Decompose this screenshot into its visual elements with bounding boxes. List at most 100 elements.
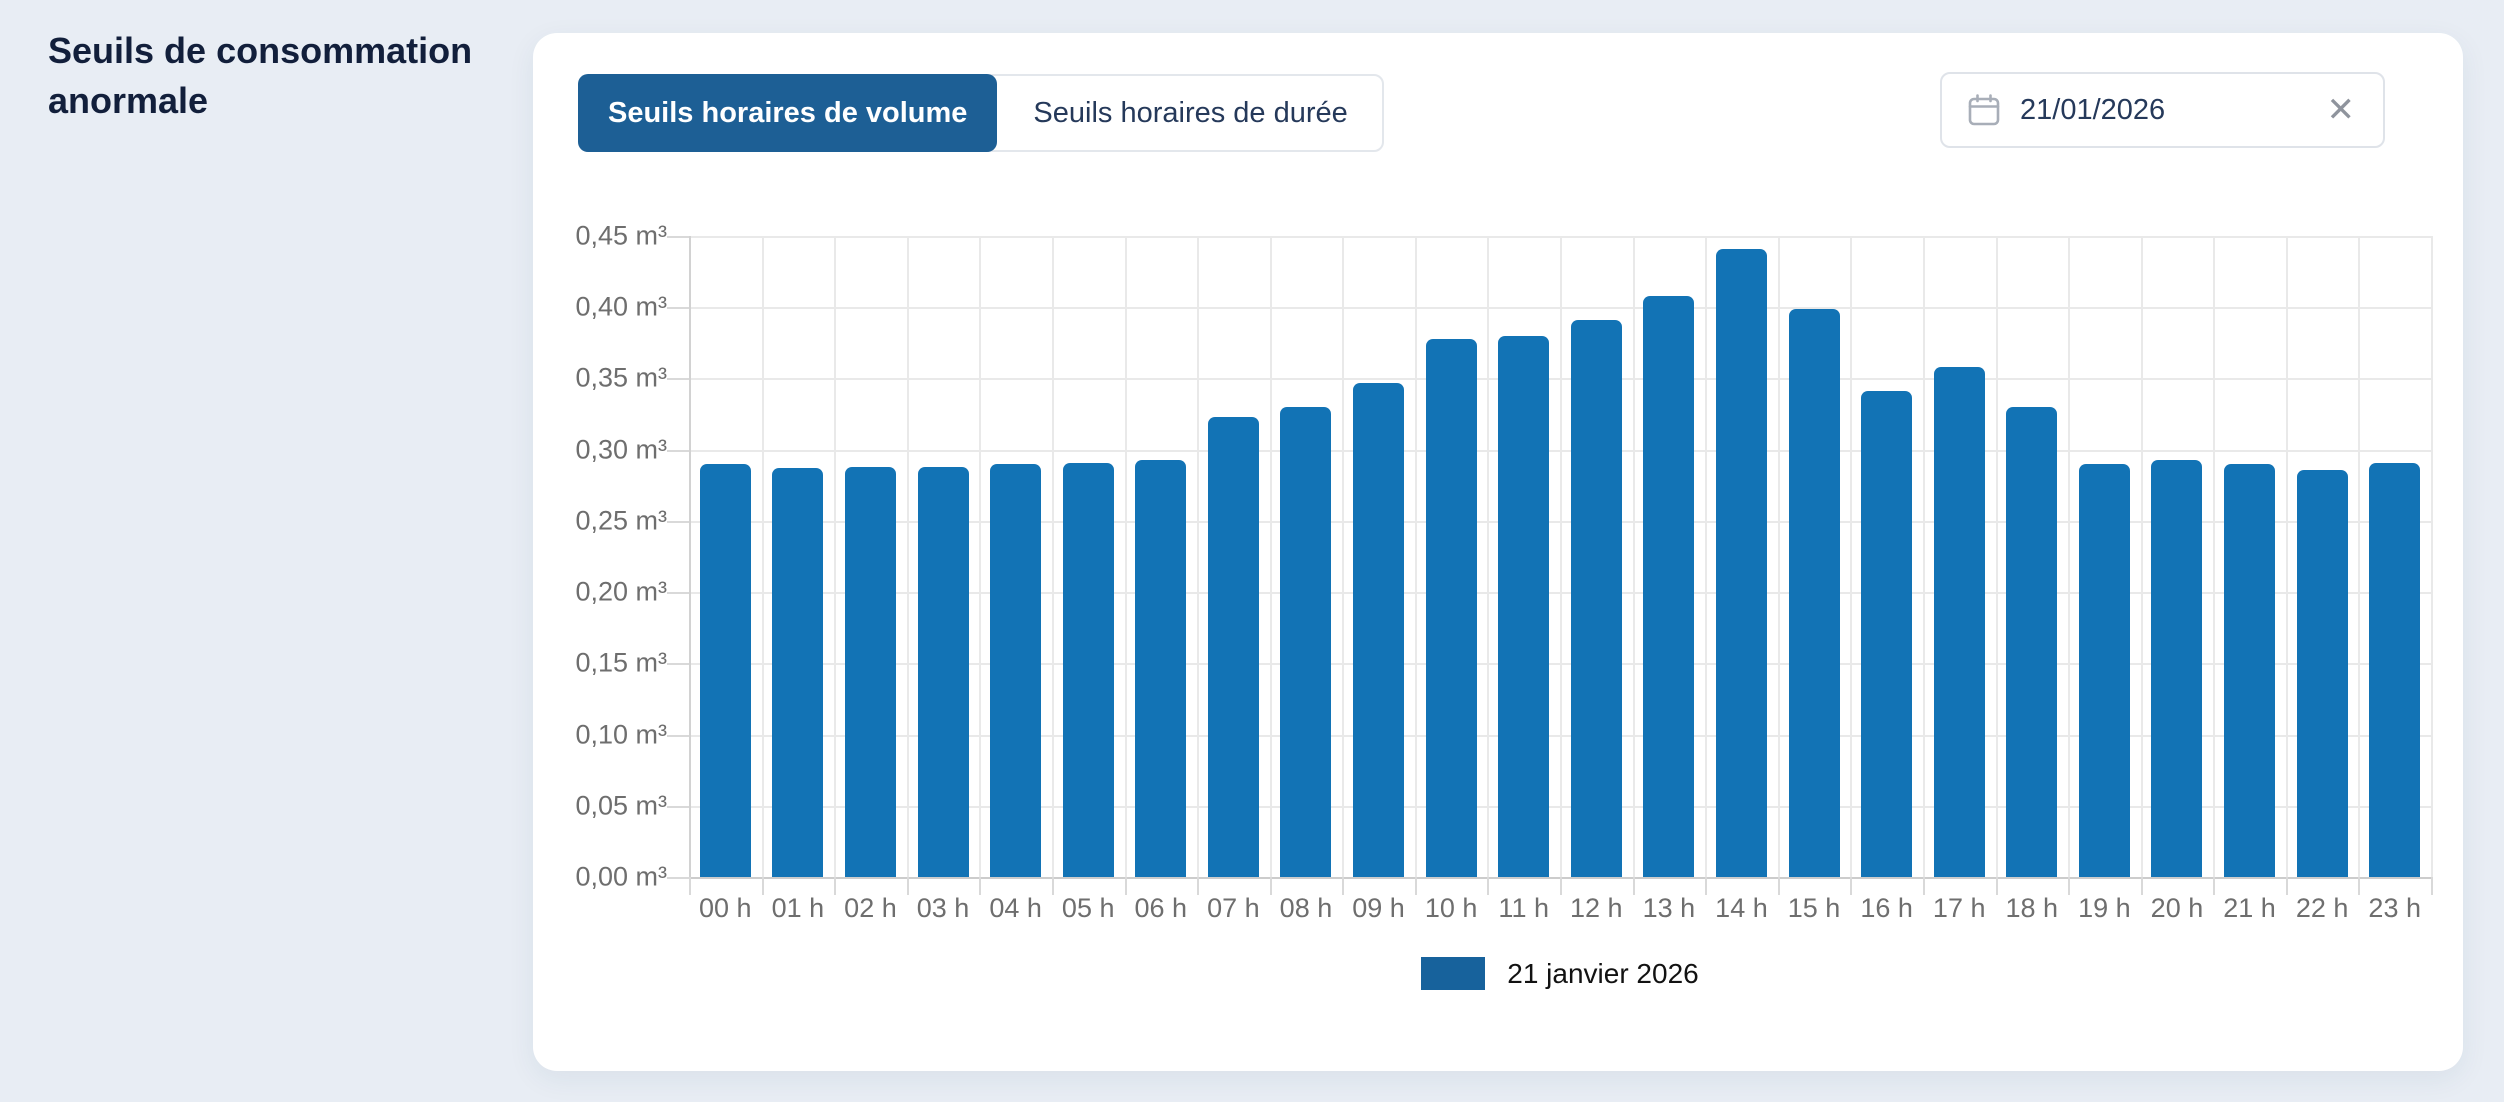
x-tick-mark xyxy=(761,877,764,895)
x-tick-label: 20 h xyxy=(2150,893,2204,923)
x-tick-mark xyxy=(1705,877,1708,895)
bar-02h[interactable] xyxy=(844,466,896,877)
y-tick-mark xyxy=(667,734,689,737)
plot-area xyxy=(667,236,2433,895)
bar-23h[interactable] xyxy=(2369,462,2421,877)
tab-seuils-duree[interactable]: Seuils horaires de durée xyxy=(985,74,1384,152)
y-axis: 0,00 m³ 0,05 m³ 0,10 m³ 0,15 m³ 0,20 m³ 0,25 … xyxy=(533,221,667,892)
bar-19h[interactable] xyxy=(2078,463,2130,877)
x-tick-mark xyxy=(1487,877,1490,895)
bar-17h[interactable] xyxy=(1933,367,1985,877)
x-tick-mark xyxy=(2285,877,2288,895)
grid-line-vertical xyxy=(2285,236,2288,877)
y-tick-mark xyxy=(667,520,689,523)
bar-12h[interactable] xyxy=(1570,320,1622,877)
grid-line-vertical xyxy=(2068,236,2071,877)
grid-line-vertical xyxy=(979,236,982,877)
y-axis-line xyxy=(689,236,691,877)
bar-21h[interactable] xyxy=(2224,463,2276,877)
bar-01h[interactable] xyxy=(772,468,824,877)
bar-11h[interactable] xyxy=(1498,335,1550,877)
y-tick-label: 0,05 m³ xyxy=(575,790,667,821)
grid-line-vertical xyxy=(761,236,764,877)
y-tick-mark xyxy=(667,592,689,595)
grid-line-vertical xyxy=(1560,236,1562,877)
x-tick-mark xyxy=(834,877,837,895)
x-tick-mark xyxy=(979,877,982,895)
x-tick-label: 00 h xyxy=(699,893,752,923)
x-tick-mark xyxy=(1342,877,1345,895)
legend-swatch xyxy=(1421,957,1486,990)
x-tick-label: 14 h xyxy=(1715,893,1768,923)
bar-07h[interactable] xyxy=(1207,416,1259,877)
tab-seuils-volume[interactable]: Seuils horaires de volume xyxy=(578,74,998,152)
x-tick-label: 15 h xyxy=(1787,893,1841,923)
x-tick-mark xyxy=(2213,877,2216,895)
x-tick-mark xyxy=(906,877,909,895)
y-tick-label: 0,30 m³ xyxy=(575,434,667,465)
x-tick-label: 18 h xyxy=(2005,893,2059,923)
grid-line-vertical xyxy=(1487,236,1490,877)
x-tick-label: 22 h xyxy=(2295,893,2349,923)
x-tick-label: 09 h xyxy=(1352,893,1405,923)
bar-10h[interactable] xyxy=(1425,338,1477,877)
chart-legend: 21 janvier 2026 xyxy=(689,957,2431,990)
x-tick-label: 03 h xyxy=(916,893,970,923)
bar-chart: 0,00 m³ 0,05 m³ 0,10 m³ 0,15 m³ 0,20 m³ 0,25 … xyxy=(533,33,2463,1071)
x-tick-mark xyxy=(1197,877,1200,895)
y-tick-label: 0,35 m³ xyxy=(575,362,667,393)
bar-13h[interactable] xyxy=(1643,295,1695,877)
page-title: Seuils de consommation anormale xyxy=(48,30,473,121)
bar-00h[interactable] xyxy=(699,463,751,877)
x-tick-label: 02 h xyxy=(844,893,897,923)
bar-20h[interactable] xyxy=(2151,459,2203,877)
grid-line-vertical xyxy=(1197,236,1200,877)
bar-16h[interactable] xyxy=(1861,391,1913,877)
grid-line-vertical xyxy=(834,236,837,877)
clear-date-icon[interactable]: ✕ xyxy=(2326,90,2356,130)
grid-line-vertical xyxy=(906,236,909,877)
x-tick-mark xyxy=(1560,877,1562,895)
x-tick-label: 07 h xyxy=(1207,893,1260,923)
x-tick-label: 16 h xyxy=(1860,893,1913,923)
x-tick-mark xyxy=(2140,877,2143,895)
grid-line-vertical xyxy=(1124,236,1127,877)
x-tick-label: 17 h xyxy=(1932,893,1986,923)
y-tick-label: 0,20 m³ xyxy=(575,576,667,607)
x-tick-mark xyxy=(2431,877,2433,895)
x-tick-label: 23 h xyxy=(2368,893,2421,923)
x-tick-mark xyxy=(1632,877,1635,895)
x-tick-label: 05 h xyxy=(1061,893,1115,923)
bar-15h[interactable] xyxy=(1788,308,1840,877)
bar-06h[interactable] xyxy=(1135,459,1187,877)
y-tick-label: 0,10 m³ xyxy=(575,719,667,750)
grid-line-vertical xyxy=(2431,236,2433,877)
bar-14h[interactable] xyxy=(1715,248,1767,877)
y-tick-mark xyxy=(667,663,689,666)
x-tick-label: 06 h xyxy=(1134,893,1188,923)
bar-03h[interactable] xyxy=(917,466,969,877)
x-tick-label: 13 h xyxy=(1642,893,1696,923)
grid-line-vertical xyxy=(1850,236,1853,877)
y-tick-mark xyxy=(667,378,689,381)
y-tick-label: 0,40 m³ xyxy=(575,291,667,322)
x-tick-label: 01 h xyxy=(771,893,825,923)
y-tick-mark xyxy=(667,877,689,879)
x-tick-label: 10 h xyxy=(1424,893,1478,923)
bar-09h[interactable] xyxy=(1353,382,1405,877)
grid-line-vertical xyxy=(1632,236,1635,877)
bar-05h[interactable] xyxy=(1062,462,1114,877)
date-picker[interactable]: 21/01/2026 ✕ xyxy=(1940,72,2385,148)
bar-08h[interactable] xyxy=(1280,406,1332,877)
bar-22h[interactable] xyxy=(2296,469,2348,877)
x-tick-mark xyxy=(1124,877,1127,895)
y-tick-label: 0,00 m³ xyxy=(575,861,667,892)
date-value: 21/01/2026 xyxy=(2020,93,2166,126)
y-tick-label: 0,25 m³ xyxy=(575,505,667,536)
x-tick-mark xyxy=(1269,877,1272,895)
bar-18h[interactable] xyxy=(2006,406,2058,877)
bar-04h[interactable] xyxy=(990,463,1042,877)
x-axis: 00 h 01 h 02 h 03 h 04 h 05 h 06 h 07 h 08 h 09 h… xyxy=(689,893,2431,933)
grid-line-vertical xyxy=(2140,236,2143,877)
x-tick-mark xyxy=(1777,877,1780,895)
